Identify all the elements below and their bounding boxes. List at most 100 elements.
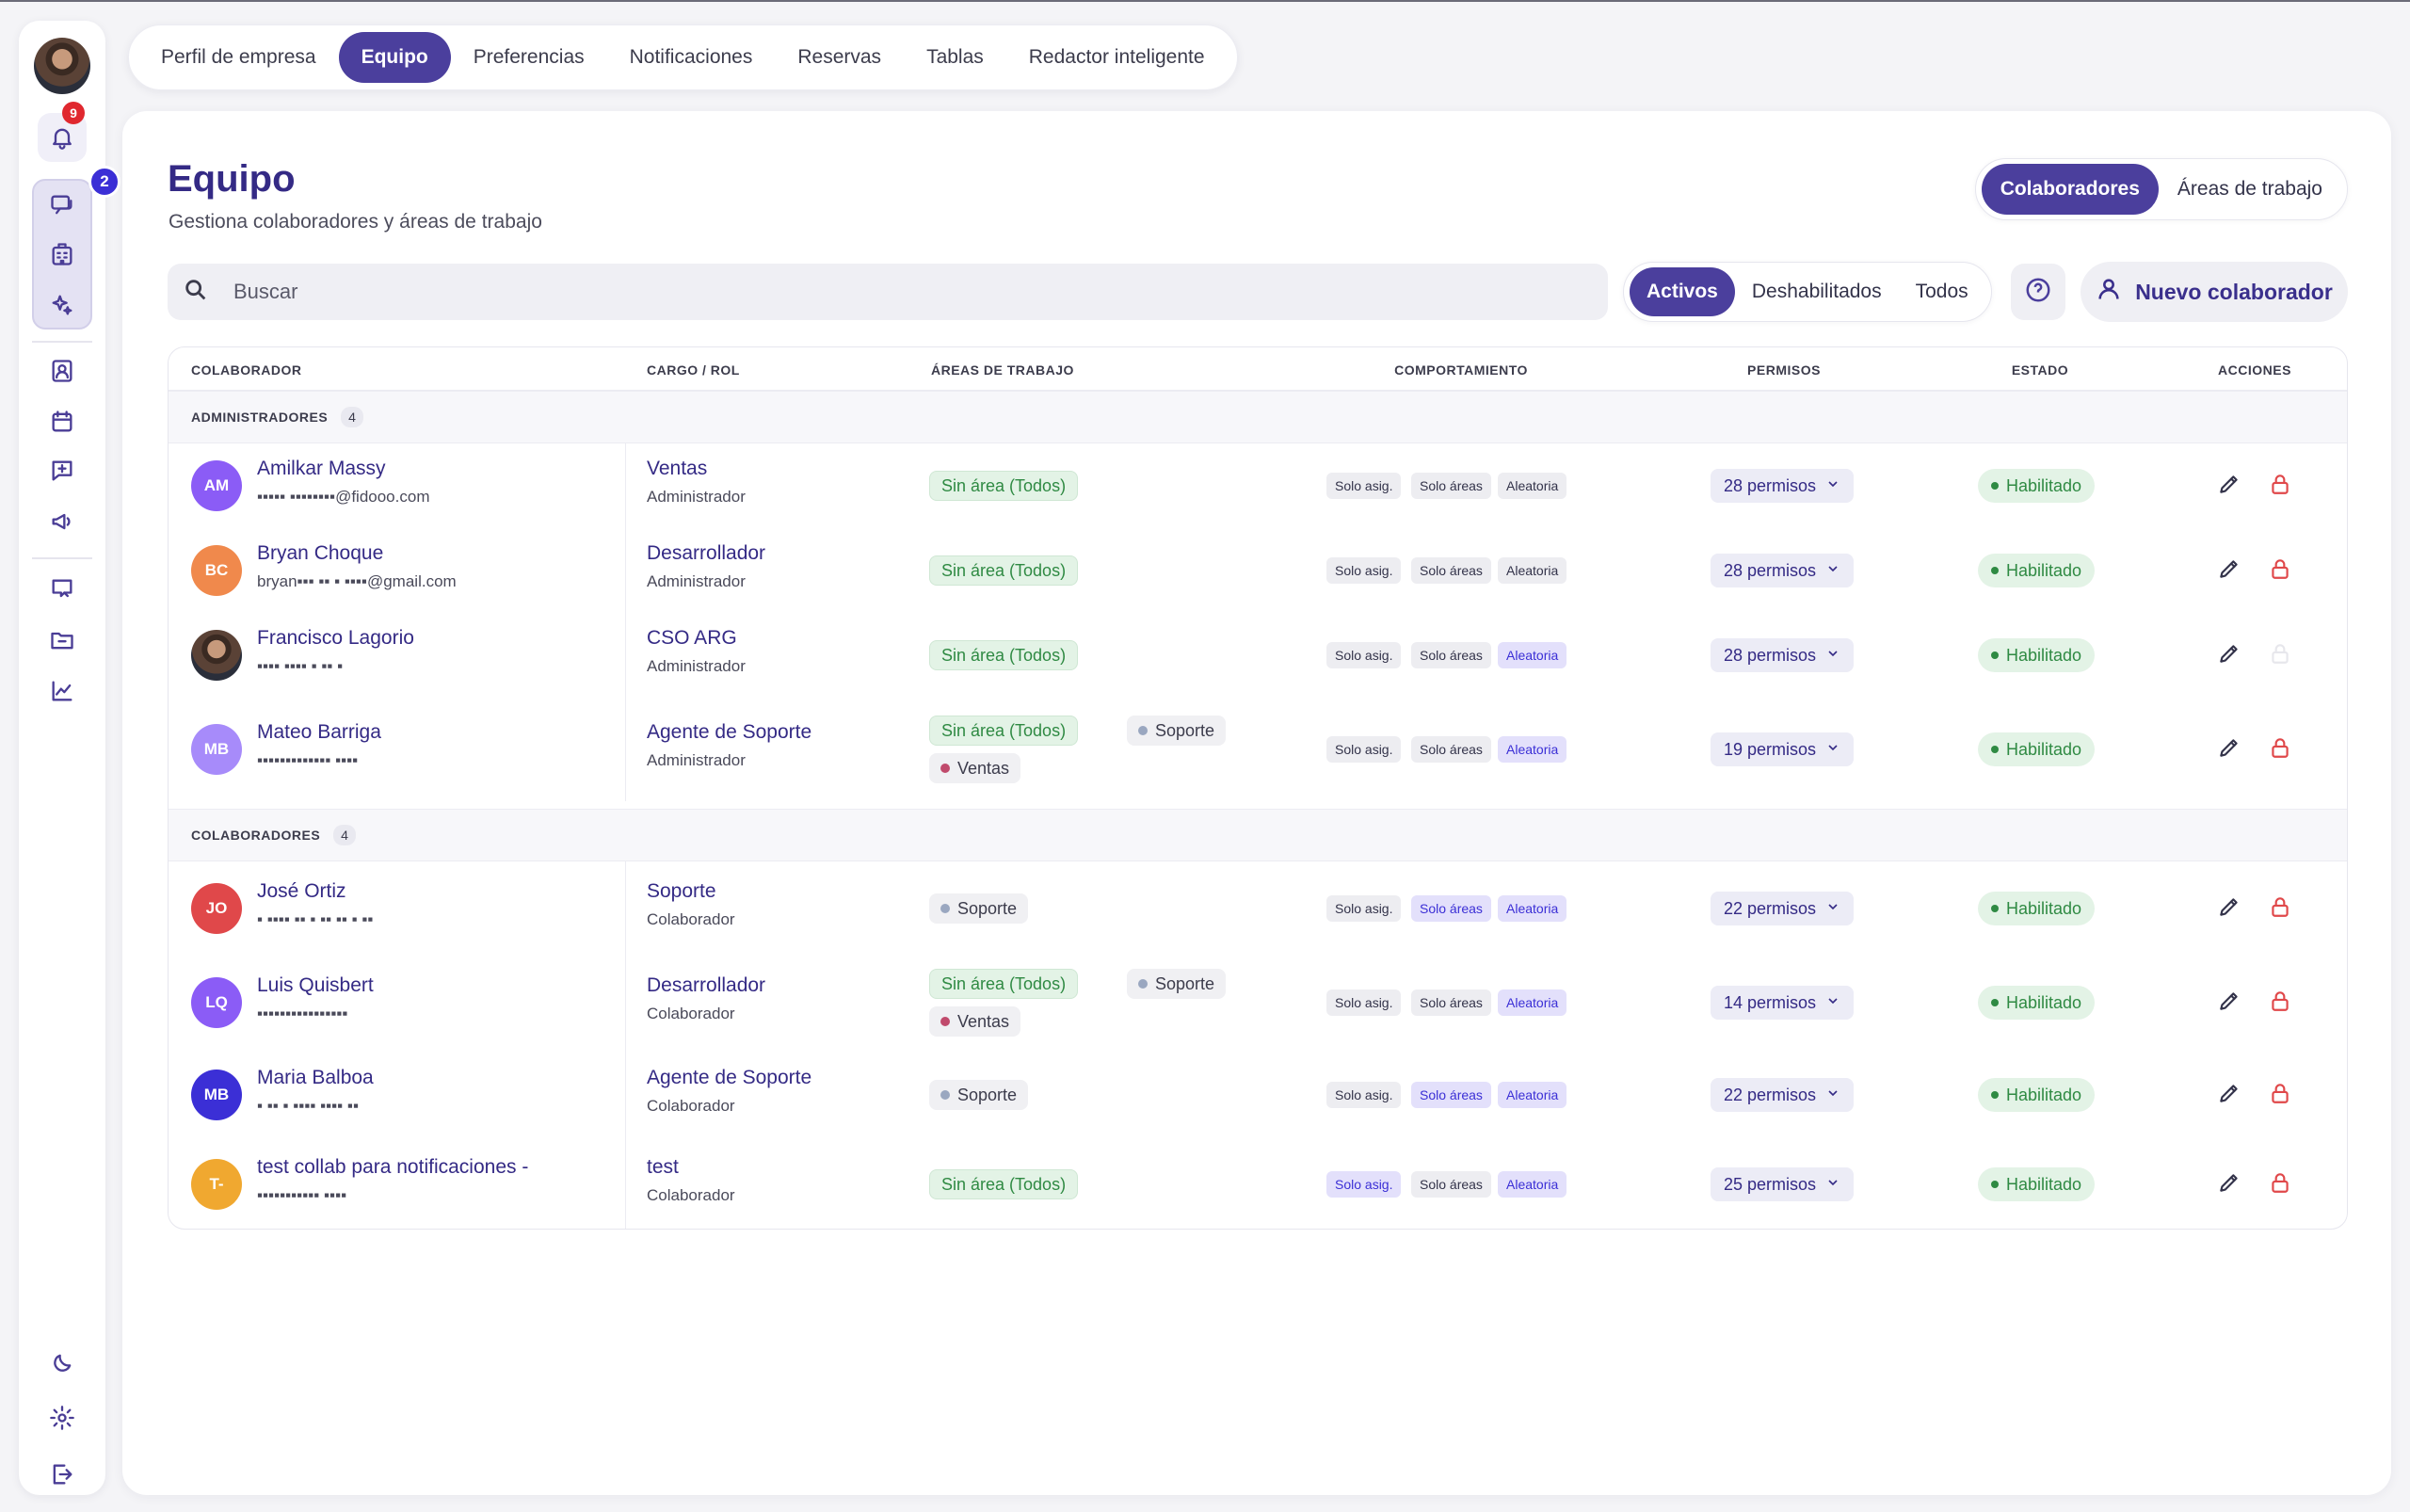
user-avatar[interactable]	[34, 38, 90, 94]
tab-preferencias[interactable]: Preferencias	[473, 46, 585, 68]
avatar: MB	[191, 1070, 242, 1120]
behavior-tag[interactable]: Solo asig.	[1326, 642, 1402, 668]
behavior-tag[interactable]: Aleatoria	[1498, 736, 1567, 763]
behavior-tag[interactable]: Solo áreas	[1411, 557, 1491, 584]
behavior-tag[interactable]: Solo áreas	[1411, 1082, 1491, 1108]
status-label: Habilitado	[2006, 992, 2082, 1012]
behavior-tag[interactable]: Aleatoria	[1498, 1171, 1567, 1198]
folder-chat-icon[interactable]	[47, 625, 77, 655]
tab-tablas[interactable]: Tablas	[926, 46, 984, 68]
edit-button[interactable]	[2215, 735, 2243, 764]
behavior-tag[interactable]: Aleatoria	[1498, 1082, 1567, 1108]
edit-button[interactable]	[2215, 1081, 2243, 1109]
behavior-tag[interactable]: Solo áreas	[1411, 1171, 1491, 1198]
behavior-tag[interactable]: Solo asig.	[1326, 557, 1402, 584]
view-areas-de-trabajo[interactable]: Áreas de trabajo	[2177, 178, 2322, 200]
logout-icon[interactable]	[47, 1459, 77, 1489]
bell-icon[interactable]	[47, 122, 77, 153]
team-table: COLABORADOR CARGO / ROL ÁREAS DE TRABAJO…	[168, 346, 2348, 1230]
behavior-tag[interactable]: Solo asig.	[1326, 473, 1402, 499]
collaborator-type: Colaborador	[647, 910, 735, 928]
area-label: Ventas	[957, 758, 1010, 778]
collaborator-type: Administrador	[647, 751, 746, 769]
disable-button[interactable]	[2266, 735, 2294, 764]
gear-icon[interactable]	[47, 1403, 77, 1433]
edit-button[interactable]	[2215, 894, 2243, 923]
permissions-dropdown[interactable]: 22 permisos	[1711, 1078, 1855, 1112]
behavior-tag[interactable]: Solo asig.	[1326, 989, 1402, 1016]
permissions-dropdown[interactable]: 28 permisos	[1711, 469, 1855, 503]
tab-perfil-de-empresa[interactable]: Perfil de empresa	[161, 46, 316, 68]
collaborator-name[interactable]: José Ortiz	[257, 880, 346, 902]
behavior-tag[interactable]: Solo áreas	[1411, 473, 1491, 499]
behavior-tag[interactable]: Aleatoria	[1498, 895, 1567, 922]
filter-deshabilitados[interactable]: Deshabilitados	[1751, 281, 1882, 302]
behavior-tag[interactable]: Solo áreas	[1411, 989, 1491, 1016]
collaborator-name[interactable]: Amilkar Massy	[257, 458, 386, 479]
permissions-dropdown[interactable]: 25 permisos	[1711, 1167, 1855, 1201]
filter-todos[interactable]: Todos	[1915, 281, 1968, 302]
edit-button[interactable]	[2215, 472, 2243, 500]
behavior-tag[interactable]: Solo asig.	[1326, 1082, 1402, 1108]
view-colaboradores[interactable]: Colaboradores	[1981, 164, 2159, 215]
behavior-tag[interactable]: Solo áreas	[1411, 736, 1491, 763]
permissions-dropdown[interactable]: 28 permisos	[1711, 554, 1855, 587]
disable-button[interactable]	[2266, 472, 2294, 500]
collaborator-name[interactable]: Mateo Barriga	[257, 721, 381, 743]
collaborator-name[interactable]: Bryan Choque	[257, 542, 384, 564]
permissions-dropdown[interactable]: 28 permisos	[1711, 638, 1855, 672]
status-label: Habilitado	[2006, 1085, 2082, 1104]
edit-button[interactable]	[2215, 641, 2243, 669]
search-input[interactable]	[233, 280, 1551, 304]
help-button[interactable]	[2011, 264, 2065, 320]
tab-redactor-inteligente[interactable]: Redactor inteligente	[1028, 46, 1205, 68]
permissions-dropdown[interactable]: 22 permisos	[1711, 892, 1855, 925]
rail-divider	[32, 557, 92, 559]
collaborator-email: ▪ ▪▪▪▪ ▪▪ ▪ ▪▪ ▪▪ ▪ ▪▪	[257, 910, 374, 928]
behavior-tag[interactable]: Solo áreas	[1411, 642, 1491, 668]
behavior-tag[interactable]: Solo asig.	[1326, 895, 1402, 922]
disable-button[interactable]	[2266, 1081, 2294, 1109]
permissions-dropdown[interactable]: 19 permisos	[1711, 732, 1855, 766]
behavior-tag[interactable]: Solo asig.	[1326, 1171, 1402, 1198]
inbox-chat-icon[interactable]	[47, 574, 77, 604]
tab-notificaciones[interactable]: Notificaciones	[629, 46, 753, 68]
edit-button[interactable]	[2215, 556, 2243, 585]
tab-reservas[interactable]: Reservas	[797, 46, 882, 68]
behavior-tag[interactable]: Solo áreas	[1411, 895, 1491, 922]
megaphone-icon[interactable]	[47, 507, 77, 537]
permissions-dropdown[interactable]: 14 permisos	[1711, 986, 1855, 1020]
collaborator-name[interactable]: Francisco Lagorio	[257, 627, 414, 649]
edit-button[interactable]	[2215, 989, 2243, 1017]
filter-activos[interactable]: Activos	[1630, 267, 1735, 316]
tab-equipo[interactable]: Equipo	[338, 32, 451, 83]
area-chip: Sin área (Todos)	[929, 969, 1079, 999]
messages-badge: 2	[88, 166, 120, 198]
edit-button[interactable]	[2215, 1170, 2243, 1198]
disable-button[interactable]	[2266, 556, 2294, 585]
new-collaborator-button[interactable]: Nuevo colaborador	[2081, 262, 2348, 322]
behavior-tag[interactable]: Aleatoria	[1498, 642, 1567, 668]
disable-button[interactable]	[2266, 894, 2294, 923]
collaborator-name[interactable]: test collab para notificaciones -	[257, 1156, 529, 1178]
area-label: Soporte	[1155, 973, 1215, 993]
sparkle-icon[interactable]	[47, 290, 77, 320]
message-plus-icon[interactable]	[47, 456, 77, 486]
behavior-tag[interactable]: Solo asig.	[1326, 736, 1402, 763]
moon-icon[interactable]	[47, 1348, 77, 1378]
group-header: ADMINISTRADORES 4	[169, 391, 2347, 443]
calendar-icon[interactable]	[47, 407, 77, 437]
behavior-tag[interactable]: Aleatoria	[1498, 473, 1567, 499]
disable-button[interactable]	[2266, 1170, 2294, 1198]
building-icon[interactable]	[47, 239, 77, 269]
collaborator-role: Soporte	[647, 880, 716, 902]
disable-button[interactable]	[2266, 989, 2294, 1017]
chart-line-icon[interactable]	[47, 676, 77, 706]
behavior-tag[interactable]: Aleatoria	[1498, 557, 1567, 584]
behavior-tag[interactable]: Aleatoria	[1498, 989, 1567, 1016]
collaborator-name[interactable]: Maria Balboa	[257, 1067, 374, 1088]
chat-icon[interactable]	[47, 190, 77, 220]
contact-icon[interactable]	[47, 356, 77, 386]
collaborator-name[interactable]: Luis Quisbert	[257, 974, 374, 996]
lock-icon	[2268, 556, 2292, 586]
